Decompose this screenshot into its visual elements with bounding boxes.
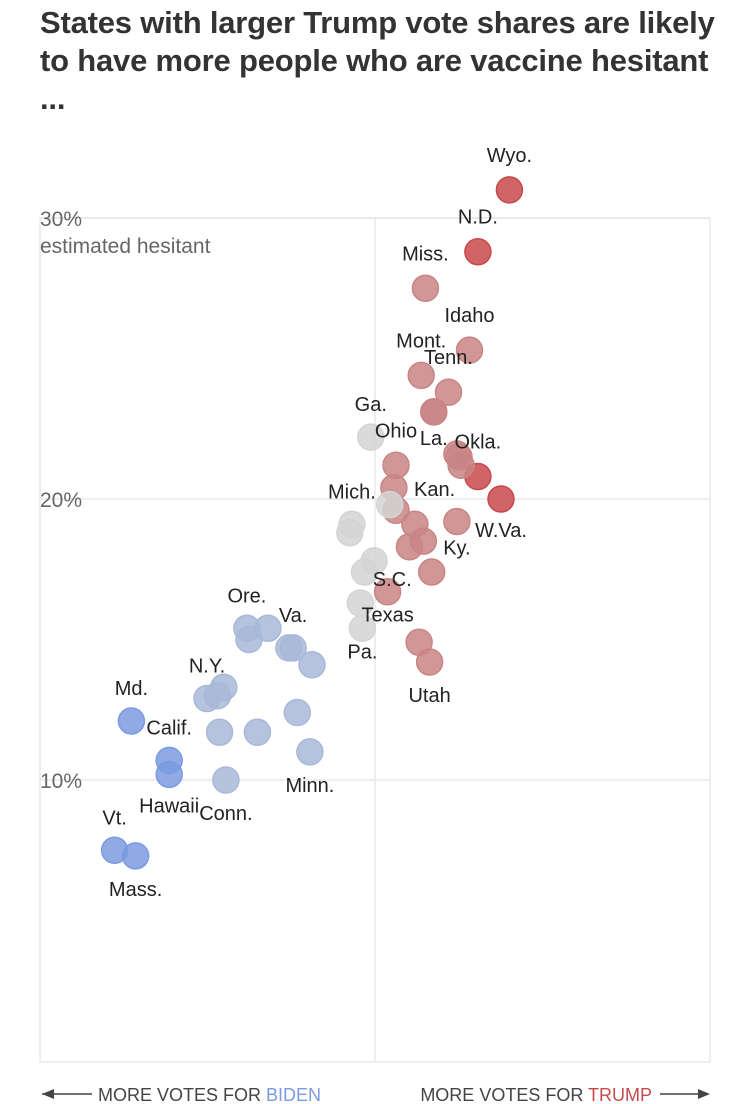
y-tick-30: 30% [40, 208, 82, 231]
state-label: Md. [115, 678, 148, 700]
biden-direction-label: MORE VOTES FOR BIDEN [98, 1085, 321, 1104]
data-point [377, 492, 403, 518]
y-tick-20: 20% [40, 489, 82, 512]
state-label: Miss. [402, 243, 449, 265]
data-point [284, 700, 310, 726]
y-axis-label: estimated hesitant [40, 235, 211, 258]
data-point-la [421, 399, 447, 425]
data-point [299, 652, 325, 678]
data-point-conn [213, 767, 239, 793]
scatter-chart: 30% estimated hesitant 20% 10% Wyo. N.D. M… [0, 0, 750, 1104]
data-point-minn [297, 739, 323, 765]
data-point-miss [412, 275, 438, 301]
state-label: Minn. [285, 775, 334, 797]
state-label: Wyo. [487, 145, 532, 167]
data-point-ky [444, 508, 470, 534]
y-tick-10: 10% [40, 770, 82, 793]
data-point [396, 534, 422, 560]
state-label: Pa. [347, 641, 377, 663]
state-label: Kan. [414, 479, 455, 501]
data-point [276, 635, 302, 661]
state-label: Ohio [375, 420, 417, 442]
state-label: S.C. [373, 569, 412, 591]
state-label: Calif. [146, 717, 192, 739]
data-point [236, 627, 262, 653]
state-label: Ore. [227, 585, 266, 607]
data-point [207, 719, 233, 745]
state-label: N.Y. [189, 656, 225, 678]
data-point-hawaii [156, 761, 182, 787]
trump-label-party: TRUMP [588, 1085, 652, 1104]
state-label: Tenn. [424, 347, 473, 369]
data-point [244, 719, 270, 745]
state-label: Hawaii [139, 795, 199, 817]
state-label: W.Va. [475, 520, 527, 542]
data-point-md [118, 708, 144, 734]
state-label: Ga. [355, 394, 387, 416]
state-label: Mass. [109, 879, 162, 901]
x-axis-legend: MORE VOTES FOR BIDEN MORE VOTES FOR TRUM… [42, 1085, 710, 1104]
state-label: Ky. [443, 537, 470, 559]
state-label: Okla. [455, 432, 502, 454]
data-point-nd [465, 239, 491, 265]
grid [40, 218, 710, 1062]
biden-label-party: BIDEN [266, 1085, 321, 1104]
state-label: Mich. [328, 481, 376, 503]
trump-label-prefix: MORE VOTES FOR [420, 1085, 588, 1104]
data-point-utah [417, 649, 443, 675]
state-label: Vt. [102, 807, 126, 829]
state-label: Texas [361, 605, 413, 627]
state-label: Conn. [199, 803, 252, 825]
state-label: Idaho [444, 305, 494, 327]
points-layer [102, 177, 523, 869]
state-label: Va. [279, 605, 308, 627]
state-label: La. [420, 428, 448, 450]
biden-label-prefix: MORE VOTES FOR [98, 1085, 266, 1104]
data-point [205, 683, 231, 709]
data-point-mass [123, 843, 149, 869]
state-label: N.D. [458, 207, 498, 229]
left-arrow-icon [42, 1089, 54, 1099]
data-point-wyo [496, 177, 522, 203]
trump-direction-label: MORE VOTES FOR TRUMP [420, 1085, 652, 1104]
data-point [448, 452, 474, 478]
data-point-sc [419, 559, 445, 585]
data-point-wva [488, 486, 514, 512]
state-label: Utah [408, 685, 450, 707]
right-arrow-icon [698, 1089, 710, 1099]
data-point [337, 520, 363, 546]
